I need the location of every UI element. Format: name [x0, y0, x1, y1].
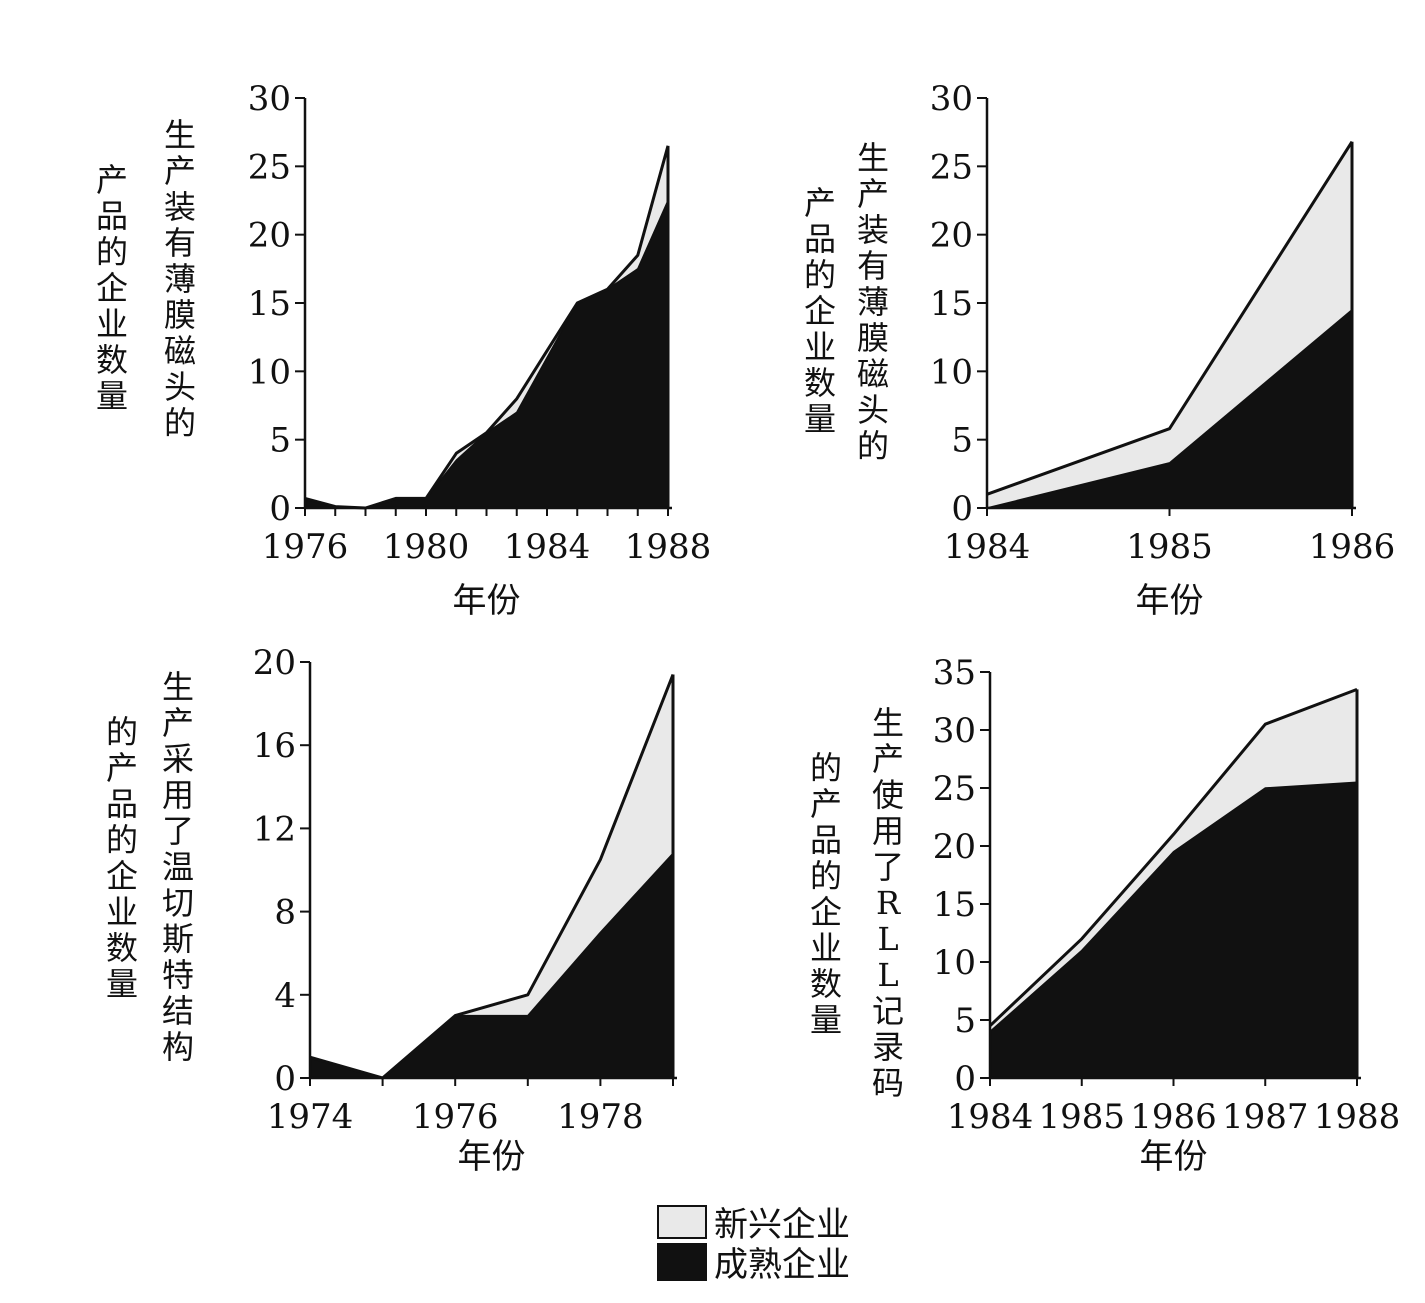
y-tick-label: 30 — [248, 79, 291, 119]
y-tick-label: 5 — [269, 421, 291, 461]
x-tick-label: 1988 — [1314, 1097, 1401, 1137]
x-axis-label: 年份 — [453, 581, 521, 621]
chart-1: 0 5 10 15 20 25 30 1976 1980 1984 1988 年份 生产装有薄膜磁头的 产… — [96, 79, 711, 621]
y-tick-label: 10 — [933, 943, 976, 983]
y-tick-label: 5 — [954, 1001, 976, 1041]
y-tick-label: 12 — [253, 809, 296, 849]
y-tick-label: 20 — [253, 643, 296, 683]
y-tick-label: 0 — [274, 1059, 296, 1099]
legend: 新兴企业 成熟企业 — [657, 1205, 850, 1285]
legend-swatch-emerging — [657, 1205, 707, 1239]
y-axis-label-line-2: 产品的企业数量 — [804, 184, 836, 438]
x-tick-label: 1974 — [267, 1097, 354, 1137]
y-tick-label: 25 — [930, 147, 973, 187]
x-tick-label: 1986 — [1130, 1097, 1217, 1137]
y-tick-label: 0 — [954, 1059, 976, 1099]
x-tick-label: 1976 — [412, 1097, 499, 1137]
y-axis-label-line-1: 生产装有薄膜磁头的 — [857, 139, 889, 465]
chart-2: 0 5 10 15 20 25 30 1984 1985 1986 年份 生产装有薄膜磁头的产品的企业… — [804, 79, 1395, 621]
line-total-chart-3 — [309, 673, 675, 1080]
x-tick-label: 1987 — [1222, 1097, 1309, 1137]
area-mature-chart-1 — [304, 199, 669, 509]
y-tick-label: 16 — [253, 726, 296, 766]
y-tick-label: 4 — [274, 976, 296, 1016]
y-tick-label: 25 — [248, 147, 291, 187]
legend-swatch-mature — [657, 1243, 707, 1281]
y-axis-label-line-1: 生产装有薄膜磁头的 — [164, 116, 196, 442]
x-tick-label: 1984 — [947, 1097, 1034, 1137]
area-emerging-chart-2 — [987, 141, 1352, 508]
line-total-chart-2 — [986, 140, 1354, 496]
y-tick-label: 25 — [933, 769, 976, 809]
y-tick-label: 10 — [248, 352, 291, 392]
area-emerging-chart-3 — [310, 674, 673, 1078]
y-tick-label: 10 — [930, 352, 973, 392]
x-tick-label: 1978 — [557, 1097, 644, 1137]
legend-label-mature: 成熟企业 — [714, 1245, 850, 1285]
x-tick-label: 1984 — [504, 527, 591, 567]
y-tick-label: 20 — [248, 216, 291, 256]
y-tick-label: 0 — [951, 489, 973, 529]
y-tick-label: 8 — [274, 893, 296, 933]
legend-label-emerging: 新兴企业 — [714, 1205, 850, 1245]
area-mature-chart-4 — [989, 781, 1358, 1079]
y-axis-label-line-2: 的产品的企业数量 — [106, 713, 138, 1003]
y-tick-label: 5 — [951, 421, 973, 461]
y-tick-label: 30 — [933, 711, 976, 751]
x-axis-label: 年份 — [1140, 1137, 1208, 1177]
x-tick-label: 1985 — [1038, 1097, 1125, 1137]
y-tick-label: 20 — [930, 216, 973, 256]
area-emerging-chart-4 — [990, 689, 1357, 1032]
y-tick-label: 15 — [930, 284, 973, 324]
x-axis-label: 年份 — [458, 1137, 526, 1177]
y-tick-label: 20 — [933, 827, 976, 867]
y-tick-label: 0 — [269, 489, 291, 529]
line-total-chart-4 — [988, 687, 1358, 1027]
y-tick-label: 15 — [933, 885, 976, 925]
y-tick-label: 30 — [930, 79, 973, 119]
y-axis-label-line-2: 的产品的企业数量 — [810, 749, 842, 1039]
x-tick-label: 1984 — [944, 527, 1031, 567]
y-axis-label-line-1: 生产使用了 R L L 记录码 — [872, 704, 904, 1102]
chart-4: 0 5 10 15 20 25 30 35 1984 1985 1986 1987 1988 年份 生产使用… — [810, 653, 1400, 1177]
x-axis-label: 年份 — [1136, 581, 1204, 621]
x-tick-label: 1986 — [1309, 527, 1396, 567]
y-tick-label: 15 — [248, 284, 291, 324]
y-tick-label: 35 — [933, 653, 976, 693]
x-tick-label: 1976 — [262, 527, 349, 567]
x-tick-label: 1980 — [383, 527, 470, 567]
x-tick-label: 1985 — [1126, 527, 1213, 567]
y-axis-label-line-2: 产品的企业数量 — [96, 161, 128, 415]
chart-3: 0 4 8 12 16 20 1974 1976 1978 年份 生产采用了温切斯特结构的产品的企业… — [106, 643, 677, 1177]
y-axis-label-line-1: 生产采用了温切斯特结构 — [162, 668, 194, 1066]
x-tick-label: 1988 — [625, 527, 712, 567]
